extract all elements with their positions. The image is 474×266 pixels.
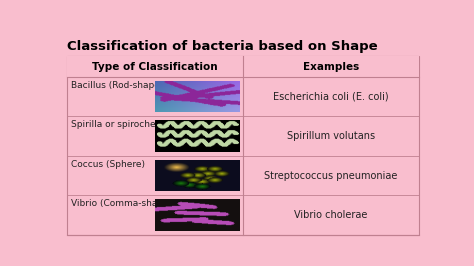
Bar xyxy=(66,56,419,235)
Text: Vibrio cholerae: Vibrio cholerae xyxy=(294,210,368,220)
Text: Type of Classification: Type of Classification xyxy=(92,62,218,72)
Text: Vibrio (Comma-shaped): Vibrio (Comma-shaped) xyxy=(71,199,178,208)
Bar xyxy=(66,56,419,77)
Text: Streptococcus pneumoniae: Streptococcus pneumoniae xyxy=(264,171,398,181)
Text: Classification of bacteria based on Shape: Classification of bacteria based on Shap… xyxy=(66,40,377,53)
Text: Bacillus (Rod-shaped): Bacillus (Rod-shaped) xyxy=(71,81,169,90)
Text: Coccus (Sphere): Coccus (Sphere) xyxy=(71,160,145,169)
Text: Examples: Examples xyxy=(303,62,359,72)
Text: Escherichia coli (E. coli): Escherichia coli (E. coli) xyxy=(273,92,389,102)
Text: Spirillum volutans: Spirillum volutans xyxy=(287,131,375,141)
Text: Spirilla or spirochete (Spiral): Spirilla or spirochete (Spiral) xyxy=(71,120,201,129)
